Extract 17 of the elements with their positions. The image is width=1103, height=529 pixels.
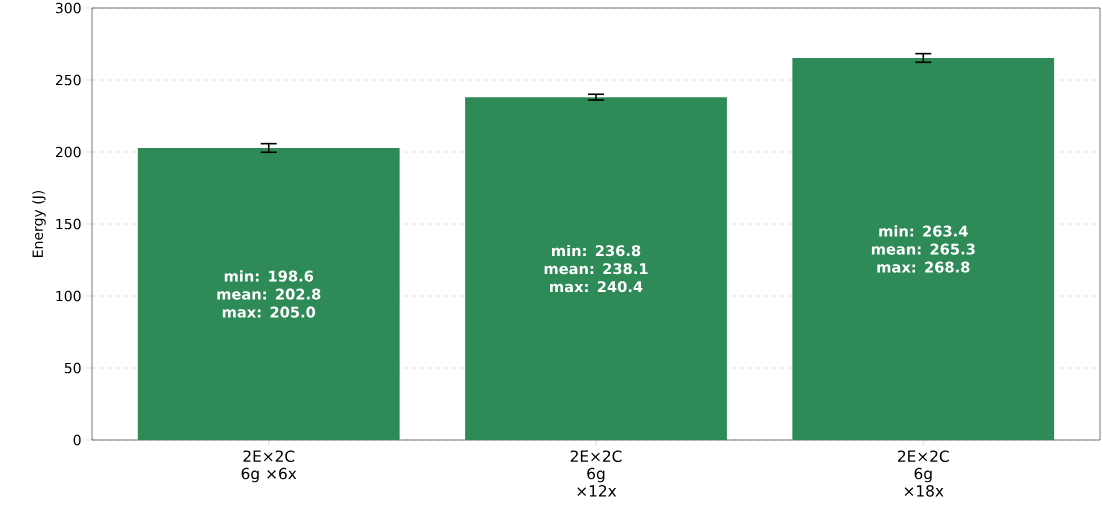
y-tick-label: 200 xyxy=(55,146,81,158)
y-tick-label: 50 xyxy=(64,362,81,374)
data-label: min: 236.8 mean: 238.1 max: 240.4 xyxy=(544,244,648,293)
y-tick-label: 300 xyxy=(55,2,81,14)
data-label: min: 198.6 mean: 202.8 max: 205.0 xyxy=(217,270,321,318)
y-tick-label: 0 xyxy=(73,434,81,446)
y-tick-label: 100 xyxy=(56,290,81,302)
data-label: min: 263.4 mean: 265.3 max: 268.8 xyxy=(871,225,975,273)
x-tick-label: 2E×2C 6g ×18x xyxy=(898,450,949,497)
x-tick-label: 2E×2C 6g ×12x xyxy=(570,450,622,497)
bar xyxy=(137,147,400,440)
bar xyxy=(465,97,727,440)
y-axis-title: Energy (J) xyxy=(32,190,46,257)
y-tick-label: 150 xyxy=(56,218,81,230)
bar xyxy=(792,57,1055,440)
y-tick-label: 250 xyxy=(55,74,81,86)
x-tick-label: 2E×2C 6g ×6x xyxy=(241,450,297,483)
